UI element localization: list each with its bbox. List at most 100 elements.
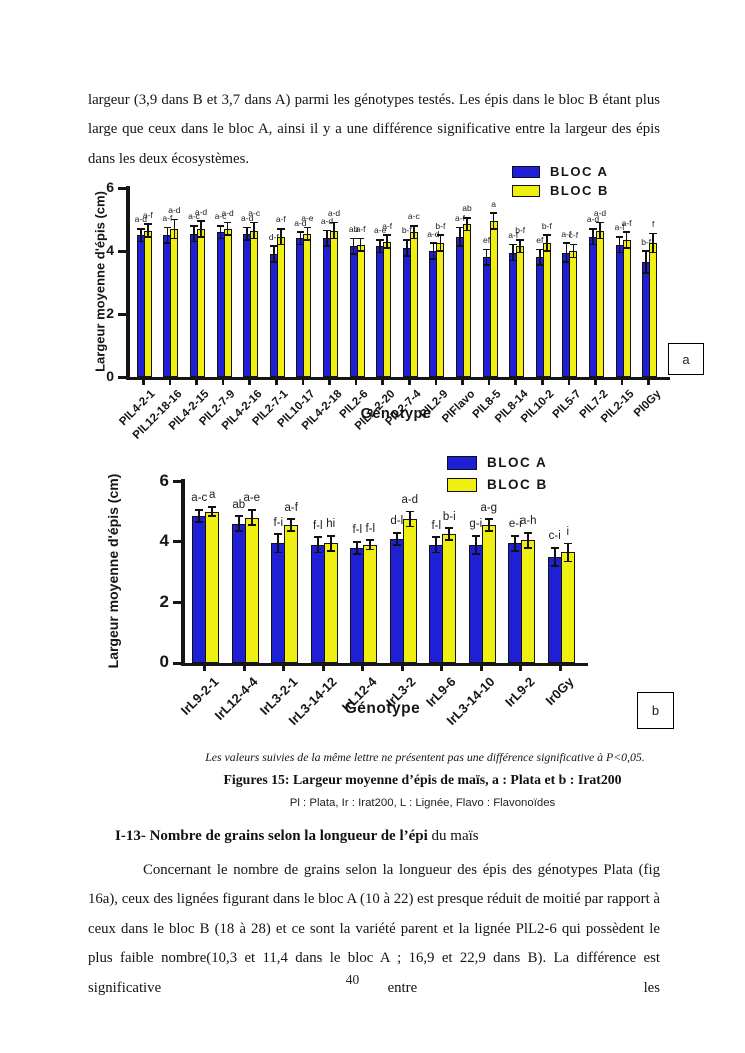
x-tick: [558, 665, 562, 671]
significance-letter: ab: [462, 203, 472, 214]
y-tick: [118, 186, 127, 190]
error-bar-cap: [326, 550, 335, 552]
error-bar-cap: [429, 258, 438, 260]
error-bar-line: [566, 543, 569, 562]
error-bar-cap: [429, 242, 438, 244]
error-bar-cap: [562, 242, 571, 244]
error-bar-cap: [330, 237, 338, 240]
error-bar-line: [277, 534, 280, 553]
error-bar-line: [539, 249, 541, 266]
error-bar-cap: [197, 236, 205, 238]
error-bar-cap: [287, 530, 296, 532]
error-bar-cap: [326, 534, 335, 537]
significance-letter: c-i: [548, 530, 561, 543]
error-bar-line: [492, 213, 495, 229]
significance-letter: a-c: [248, 208, 261, 219]
error-bar-line: [226, 222, 229, 236]
error-bar-line: [625, 232, 628, 248]
bar-bloc-b: [197, 228, 205, 377]
error-bar-line: [316, 537, 319, 553]
significance-letter: b-f: [541, 220, 552, 231]
error-bar-cap: [313, 551, 322, 554]
error-bar-cap: [356, 237, 365, 240]
error-bar-line: [369, 540, 372, 550]
significance-letter: d-l: [390, 515, 404, 528]
error-bar-line: [250, 509, 253, 526]
bar-bloc-b: [323, 543, 338, 663]
bar-bloc-a: [310, 544, 325, 663]
significance-letter: a-e: [374, 225, 387, 236]
error-bar-cap: [516, 239, 524, 241]
bar-bloc-b: [596, 230, 604, 377]
bar-bloc-a: [508, 543, 523, 663]
figure-caption: Figures 15: Largeur moyenne d’épis de ma…: [223, 772, 622, 787]
bar-bloc-b: [516, 246, 525, 377]
significance-letter: i: [566, 525, 570, 538]
x-tick: [275, 379, 278, 385]
error-bar-cap: [596, 237, 604, 240]
significance-letter: f-l: [431, 519, 442, 532]
error-bar-line: [173, 219, 176, 239]
x-tick: [301, 379, 305, 385]
section-heading-bold: I-13- Nombre de grains selon la longueur…: [115, 828, 428, 844]
x-tick: [519, 665, 523, 671]
bar-bloc-b: [521, 540, 536, 663]
error-bar-cap: [410, 225, 418, 227]
error-bar-cap: [463, 229, 471, 232]
error-bar-cap: [484, 530, 493, 532]
x-tick: [203, 665, 207, 671]
error-bar-line: [519, 239, 521, 253]
error-bar-line: [592, 228, 594, 245]
legend-label: BLOC A: [487, 455, 548, 470]
significance-letter: a-f: [355, 223, 366, 234]
error-bar-cap: [208, 506, 217, 508]
y-tick-label: 0: [159, 652, 169, 672]
significance-letter: b-f: [435, 220, 446, 231]
error-bar-cap: [163, 242, 172, 244]
x-tick: [328, 379, 331, 385]
x-tick: [514, 379, 517, 385]
top-paragraph: largeur (3,9 dans B et 3,7 dans A) parmi…: [88, 92, 660, 167]
error-bar-line: [406, 239, 408, 256]
error-bar-cap: [383, 247, 391, 249]
error-bar-cap: [489, 228, 498, 230]
error-bar-cap: [509, 243, 517, 246]
error-bar-line: [395, 532, 398, 545]
page-number: 40: [345, 972, 360, 987]
error-bar-cap: [323, 245, 331, 248]
significance-letter: ef: [536, 234, 544, 245]
significance-letter: a-h: [519, 515, 537, 528]
bar-bloc-b: [649, 243, 658, 377]
chart-figure-a: Largeur moyenne d'épis (cm) 0 2 4 6 BLOC A BLO…: [90, 156, 712, 448]
x-tick: [354, 379, 358, 385]
significance-note: Les valeurs suivies de la même lettre ne…: [205, 750, 645, 764]
significance-letter: a-d: [427, 228, 440, 239]
y-axis-label: Largeur moyenne d'épis (cm): [105, 473, 121, 669]
error-bar-cap: [471, 553, 480, 555]
error-bar-line: [546, 235, 548, 251]
bar-bloc-b: [542, 243, 551, 377]
y-tick-label: 6: [106, 179, 114, 196]
error-bar-cap: [243, 239, 251, 241]
significance-letter: a-e: [301, 212, 314, 223]
significance-letter: a-d: [401, 494, 419, 506]
error-bar-cap: [489, 212, 498, 214]
x-tick: [321, 665, 325, 671]
x-axis-title: Génotype: [360, 406, 432, 422]
error-bar-line: [553, 547, 556, 567]
panel-label-b: b: [651, 703, 660, 718]
x-tick: [541, 379, 544, 385]
error-bar-cap: [137, 240, 145, 243]
error-bar-cap: [405, 510, 414, 513]
significance-letter: hi: [326, 518, 336, 531]
error-bar-cap: [642, 250, 650, 252]
bar-bloc-a: [468, 544, 483, 663]
significance-letter: f-l: [312, 519, 323, 532]
significance-letter: a-c: [214, 211, 227, 222]
error-bar-cap: [615, 236, 624, 238]
bar-bloc-b: [383, 241, 392, 377]
legend: BLOC A BLOC B: [512, 164, 682, 202]
error-bar-cap: [445, 527, 454, 529]
error-bar-cap: [144, 236, 152, 238]
